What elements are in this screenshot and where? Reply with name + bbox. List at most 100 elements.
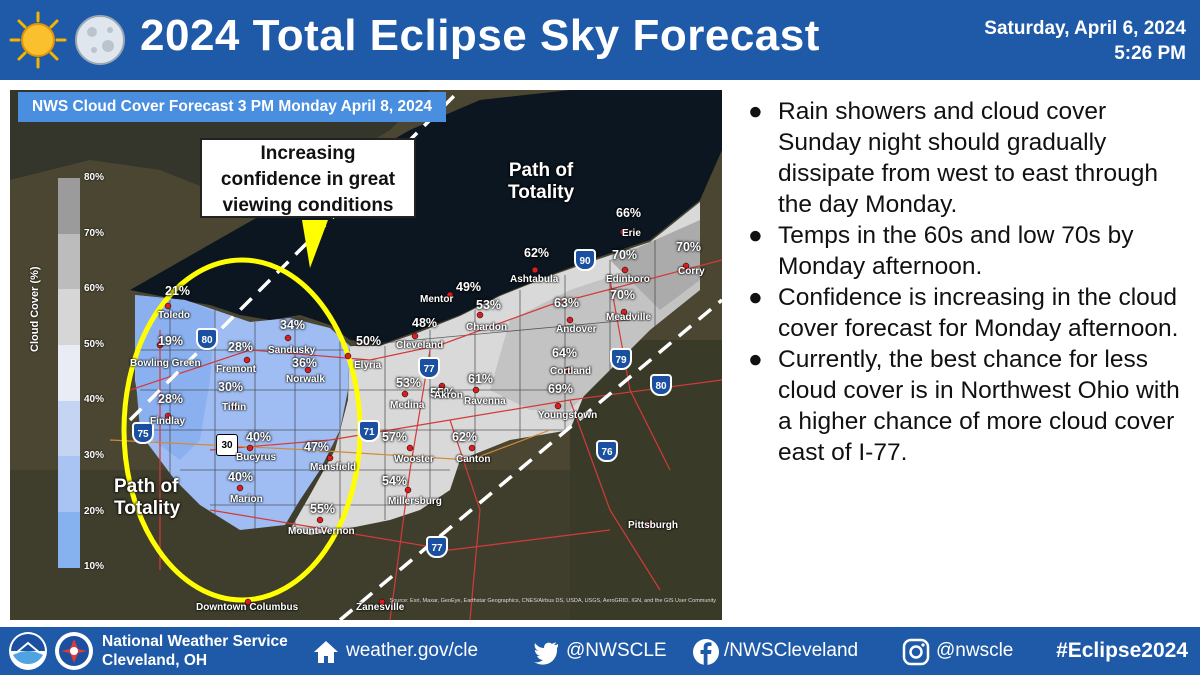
cloud-pct-label: 62% [524,246,550,260]
city-label: Mentor [420,294,454,305]
bullet-text: Temps in the 60s and low 70s by Monday a… [778,222,1134,280]
colorbar-tick: 60% [84,283,105,294]
facebook-icon [693,639,719,665]
interstate-shield: 77 [426,536,448,558]
office-name: National Weather Service [102,633,288,650]
confidence-callout: Increasing confidence in great viewing c… [200,138,416,218]
colorbar-tick: 80% [84,172,105,183]
colorbar-segment [58,233,80,290]
label-line: Path of [508,160,574,181]
bullet-item: ● Rain showers and cloud cover Sunday nig… [738,96,1194,220]
city-label: Sandusky [268,345,316,356]
interstate-shield: 77 [418,357,440,379]
city-label: Tiffin [222,402,247,413]
interstate-shield: 75 [132,422,154,444]
bullet-text: Rain showers and cloud cover Sunday nigh… [778,98,1158,218]
colorbar-title: Cloud Cover (%) [29,266,41,352]
home-icon [314,641,338,663]
city-label: Andover [556,324,597,335]
office-location: Cleveland, OH [102,652,208,669]
path-of-totality-label-north: Path of Totality [508,160,574,204]
interstate-shield: 80 [650,374,672,396]
city-label: Ashtabula [510,274,559,285]
city-label: Meadville [606,312,652,323]
city-label: Fremont [216,364,256,375]
cloud-pct-label: 70% [676,240,702,254]
colorbar-segment [58,345,80,401]
city-label: Wooster [394,454,434,465]
label-line: Totality [508,182,575,203]
cloud-pct-label: 57% [382,430,408,444]
forecast-bullets: ● Rain showers and cloud cover Sunday nig… [738,96,1194,468]
city-label: Cleveland [396,340,444,351]
city-label: Ravenna [464,396,506,407]
interstate-shield: 79 [610,348,632,370]
cloud-pct-label: 55% [310,502,336,516]
nws-logo-icon [55,632,93,670]
path-of-totality-label-south: Path of Totality [114,476,180,520]
cloud-pct-label: 28% [228,340,254,354]
city-label: Downtown Columbus [196,602,299,613]
interstate-shield: 90 [574,249,596,271]
city-label: Bucyrus [236,452,277,463]
cloud-pct-label: 62% [452,430,478,444]
colorbar-tick: 70% [84,228,105,239]
city-label: Corry [678,266,705,277]
city-label: Pittsburgh [628,520,678,531]
colorbar-segment [58,178,80,234]
city-label: Mount Vernon [288,526,355,537]
cloud-pct-label: 19% [158,334,184,348]
footer-bar: National Weather Service Cleveland, OH w… [0,627,1200,675]
colorbar-segment [58,512,80,568]
twitter-handle[interactable]: @NWSCLE [566,640,667,661]
colorbar-tick: 50% [84,339,105,350]
cloud-pct-label: 61% [468,372,494,386]
website-link[interactable]: weather.gov/cle [346,640,479,661]
cloud-cover-map: NWS Cloud Cover Forecast 3 PM Monday Apr… [10,90,722,620]
sun-icon [9,11,67,69]
nws-office: National Weather Service Cleveland, OH [102,632,288,670]
cloud-pct-label: 69% [548,382,574,396]
city-label: Canton [456,454,491,465]
cloud-pct-label: 34% [280,318,306,332]
city-label: Cortland [550,366,592,377]
interstate-shield: 76 [596,440,618,462]
bullet-dot: ● [748,222,763,249]
header-bar: 2024 Total Eclipse Sky Forecast Saturday… [0,0,1200,80]
interstate-shield: 80 [196,328,218,350]
cloud-pct-label: 30% [218,380,244,394]
eclipse-hashtag[interactable]: #Eclipse2024 [1056,639,1188,662]
city-label: Elyria [354,360,382,371]
label-line: Totality [114,498,181,519]
bullet-dot: ● [748,284,763,311]
instagram-icon [902,638,930,666]
cloud-pct-label: 53% [476,298,502,312]
colorbar-tick: 10% [84,561,105,572]
cloud-cover-colorbar [58,178,80,568]
instagram-handle[interactable]: @nwscle [936,640,1014,661]
cloud-pct-label: 49% [456,280,482,294]
route-shield: 30 [216,434,238,456]
cloud-pct-label: 48% [412,316,438,330]
bullet-item: ● Confidence is increasing in the cloud c… [738,282,1194,344]
city-label: Medina [390,400,425,411]
cloud-pct-label: 40% [246,430,272,444]
bullet-text: Currently, the best chance for less clou… [778,346,1180,466]
interstate-shield: 71 [358,420,380,442]
bullet-dot: ● [748,98,763,125]
cloud-pct-label: 70% [610,288,636,302]
city-label: Norwalk [286,374,325,385]
map-caption: NWS Cloud Cover Forecast 3 PM Monday Apr… [18,92,446,122]
cloud-pct-label: 21% [165,284,191,298]
city-label: Youngstown [538,410,598,421]
colorbar-tick: 20% [84,506,105,517]
callout-line: confidence in great [220,169,396,190]
cloud-pct-label: 63% [554,296,580,310]
noaa-logo-icon [9,632,47,670]
city-label: Findlay [150,416,186,427]
callout-line: Increasing [260,143,356,164]
colorbar-tick: 30% [84,450,105,461]
city-label: Millersburg [388,496,442,507]
facebook-handle[interactable]: /NWSCleveland [724,640,859,661]
city-label: Chardon [466,322,508,333]
